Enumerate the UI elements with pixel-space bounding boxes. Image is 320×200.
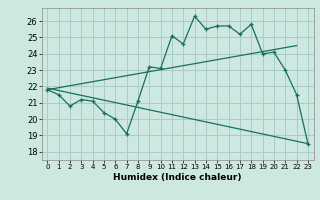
X-axis label: Humidex (Indice chaleur): Humidex (Indice chaleur) bbox=[113, 173, 242, 182]
